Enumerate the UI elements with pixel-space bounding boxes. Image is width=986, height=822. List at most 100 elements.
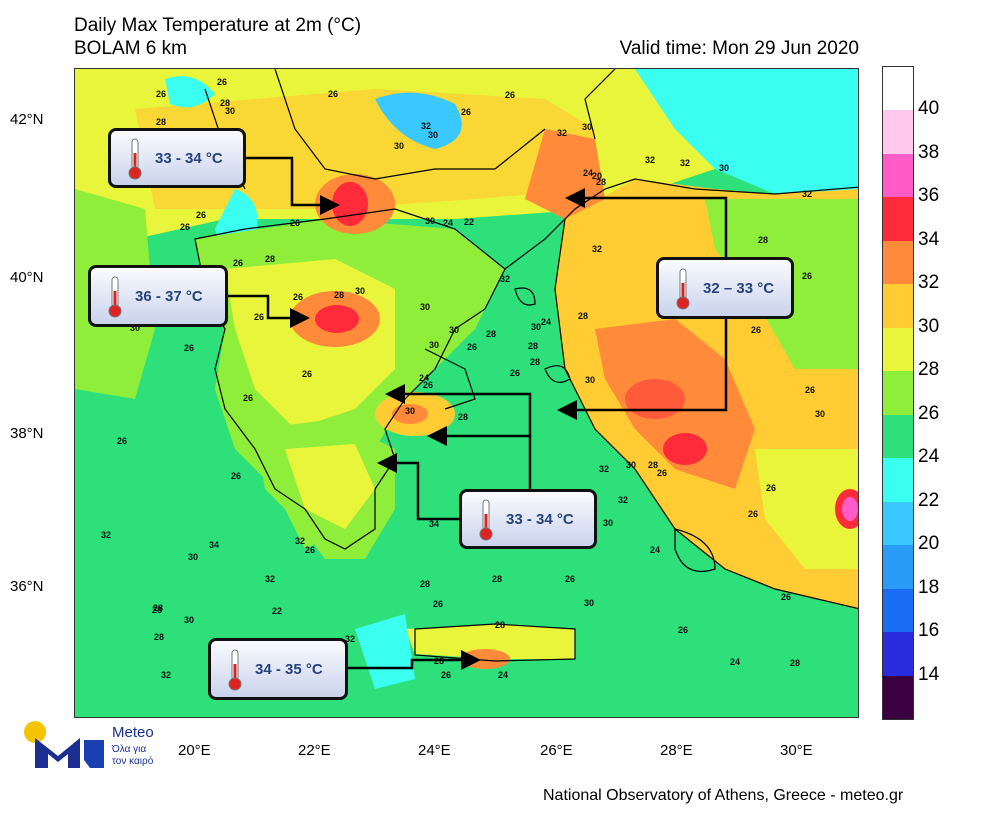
peloponnese-yellow <box>285 444 375 529</box>
temperature-value-label: 32 <box>592 244 602 254</box>
temperature-value-label: 24 <box>730 657 740 667</box>
temperature-value-label: 32 <box>101 530 111 540</box>
lon-label-20: 20°E <box>178 742 211 759</box>
colorbar-tick-label: 20 <box>918 533 940 555</box>
callout-attica: 33 - 34 °C <box>459 489 597 549</box>
temperature-value-label: 30 <box>428 130 438 140</box>
temperature-value-label: 24 <box>498 670 508 680</box>
anatolia-green2 <box>755 449 858 569</box>
logo-name: Meteo <box>112 724 154 741</box>
temperature-value-label: 22 <box>464 217 474 227</box>
temperature-value-label: 32 <box>599 464 609 474</box>
temperature-value-label: 30 <box>405 406 415 416</box>
temperature-value-label: 26 <box>233 258 243 268</box>
temperature-value-label: 26 <box>117 436 127 446</box>
temperature-value-label: 30 <box>719 163 729 173</box>
temperature-value-label: 26 <box>751 325 761 335</box>
temperature-value-label: 24 <box>583 168 593 178</box>
temperature-value-label: 28 <box>578 311 588 321</box>
temperature-value-label: 26 <box>766 483 776 493</box>
cool-patch-1 <box>375 92 462 149</box>
colorbar-tick-label: 40 <box>918 98 940 120</box>
colorbar-segment <box>883 327 913 372</box>
temperature-value-label: 24 <box>541 317 551 327</box>
temperature-value-label: 34 <box>429 519 439 529</box>
temperature-value-label: 30 <box>425 216 435 226</box>
temperature-value-label: 30 <box>184 615 194 625</box>
temperature-value-label: 30 <box>626 460 636 470</box>
temperature-value-label: 32 <box>295 536 305 546</box>
temperature-value-label: 26 <box>302 369 312 379</box>
temperature-value-label: 32 <box>161 670 171 680</box>
callout-label: 34 - 35 °C <box>255 660 323 678</box>
temperature-value-label: 26 <box>748 509 758 519</box>
temperature-value-label: 30 <box>815 409 825 419</box>
temperature-value-label: 26 <box>243 393 253 403</box>
temperature-value-label: 24 <box>419 373 429 383</box>
callout-label: 32 – 33 °C <box>703 279 775 297</box>
temperature-value-label: 26 <box>461 107 471 117</box>
temperature-value-label: 26 <box>781 592 791 602</box>
temperature-value-label: 24 <box>443 218 453 228</box>
temperature-value-label: 26 <box>505 90 515 100</box>
colorbar-segment <box>883 153 913 198</box>
temperature-value-label: 28 <box>152 605 162 615</box>
temperature-value-label: 26 <box>156 89 166 99</box>
temperature-value-label: 26 <box>290 218 300 228</box>
lon-label-22: 22°E <box>298 742 331 759</box>
temperature-value-label: 28 <box>265 254 275 264</box>
temperature-value-label: 32 <box>421 121 431 131</box>
colorbar-segment <box>883 632 913 677</box>
lon-label-28: 28°E <box>660 742 693 759</box>
lat-label-42: 42°N <box>10 111 44 128</box>
colorbar-segment <box>883 458 913 503</box>
temperature-value-label: 26 <box>467 342 477 352</box>
temperature-value-label: 28 <box>528 341 538 351</box>
temperature-value-label: 26 <box>328 89 338 99</box>
callout-label: 33 - 34 °C <box>506 510 574 528</box>
anatolia-hot-2 <box>663 433 707 465</box>
colorbar-tick-label: 24 <box>918 446 940 468</box>
thermometer-icon <box>669 265 697 311</box>
temperature-value-label: 32 <box>345 634 355 644</box>
temperature-value-label: 30 <box>355 286 365 296</box>
lon-label-24: 24°E <box>418 742 451 759</box>
colorbar-segment <box>883 545 913 590</box>
colorbar-segment <box>883 284 913 329</box>
colorbar-tick-label: 32 <box>918 272 940 294</box>
callout-anatolia: 32 – 33 °C <box>656 257 794 319</box>
temperature-value-label: 26 <box>196 210 206 220</box>
colorbar-segment <box>883 197 913 242</box>
temperature-value-label: 32 <box>557 128 567 138</box>
cool-patch-2 <box>165 76 215 108</box>
lat-label-40: 40°N <box>10 269 44 286</box>
colorbar-tick-label: 14 <box>918 663 940 685</box>
temperature-value-label: 28 <box>153 603 163 613</box>
anatolia-hot-1 <box>625 379 685 419</box>
temperature-value-label: 26 <box>217 77 227 87</box>
temperature-value-label: 28 <box>220 98 230 108</box>
logo-tagline-line1: Όλα για <box>112 744 147 755</box>
temperature-value-label: 28 <box>156 117 166 127</box>
temperature-value-label: 32 <box>265 574 275 584</box>
temperature-value-label: 28 <box>790 658 800 668</box>
lat-label-38: 38°N <box>10 425 44 442</box>
colorbar-tick-label: 36 <box>918 185 940 207</box>
temperature-value-label: 32 <box>618 495 628 505</box>
temperature-value-label: 28 <box>648 460 658 470</box>
meteo-logo <box>20 718 120 778</box>
temperature-value-label: 30 <box>582 122 592 132</box>
chart-title: Daily Max Temperature at 2m (°C) BOLAM 6… <box>74 14 361 60</box>
temperature-value-label: 26 <box>293 292 303 302</box>
hotspot-far-east-core <box>842 497 858 521</box>
temperature-value-label: 30 <box>449 325 459 335</box>
valid-time: Valid time: Mon 29 Jun 2020 <box>619 38 859 59</box>
temperature-value-label: 30 <box>429 340 439 350</box>
callout-macedonia: 33 - 34 °C <box>108 128 246 188</box>
hotspot-macedonia-core <box>332 182 368 226</box>
colorbar-tick-label: 26 <box>918 402 940 424</box>
temperature-value-label: 26 <box>805 385 815 395</box>
colorbar-tick-label: 34 <box>918 228 940 250</box>
colorbar-tick-label: 30 <box>918 315 940 337</box>
temperature-value-label: 22 <box>272 606 282 616</box>
